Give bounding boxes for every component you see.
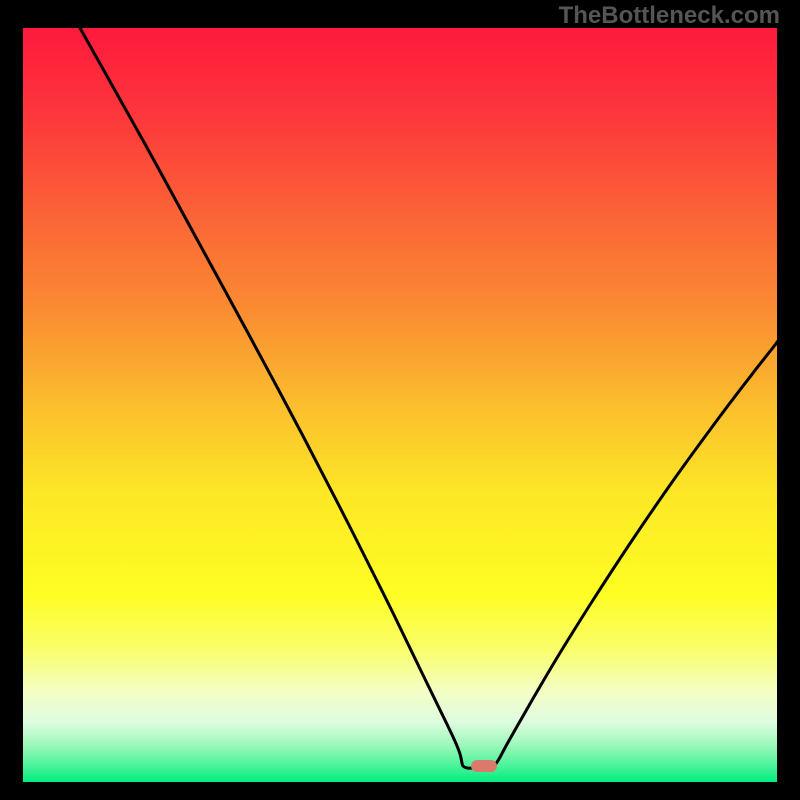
curve-right: [493, 342, 777, 768]
bottleneck-marker: [471, 760, 497, 772]
plot-area: [23, 28, 777, 782]
curve-layer: [23, 28, 777, 782]
watermark-text: TheBottleneck.com: [559, 2, 780, 30]
curve-left: [80, 28, 493, 768]
frame-border: [0, 0, 23, 800]
frame-border: [777, 0, 800, 800]
frame-border: [0, 782, 800, 800]
